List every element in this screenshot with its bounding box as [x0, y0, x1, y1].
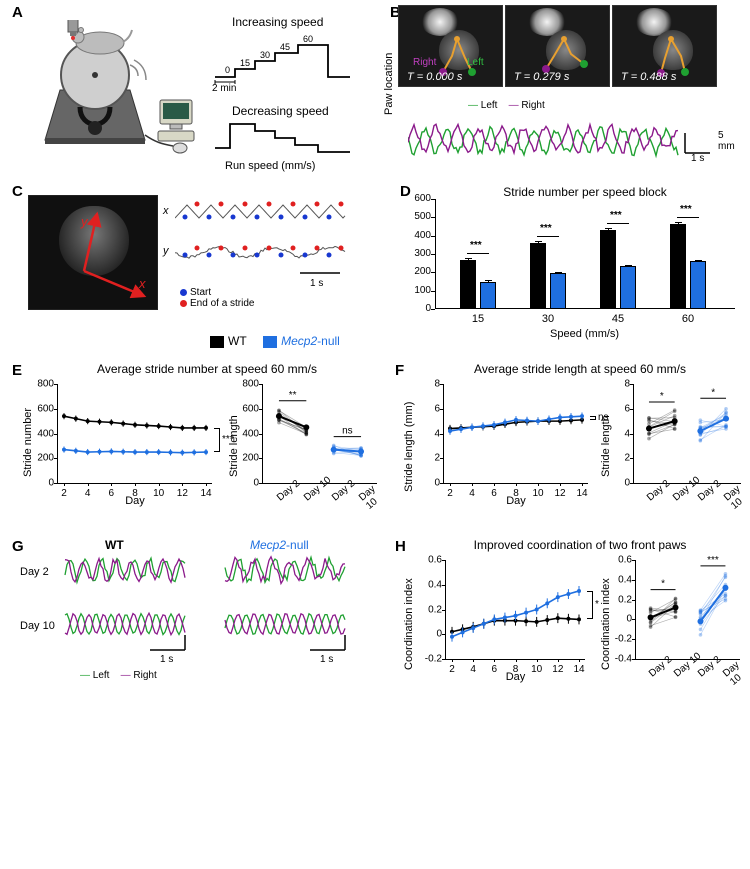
- f-paired-plot: 02468Day 2Day 10Day 2Day 10**: [633, 384, 741, 484]
- panel-h: Improved coordination of two front paws …: [395, 538, 745, 688]
- g-left-legend: Left: [93, 670, 110, 681]
- panel-h-title: Improved coordination of two front paws: [415, 538, 745, 552]
- svg-text:*: *: [711, 387, 715, 398]
- coordinate-frame-image: x y: [28, 195, 158, 310]
- panel-g: WT Mecp2-null Day 2 Day 10 1 s 1 s — Lef…: [10, 538, 390, 708]
- paw-location-trace: — Left — Right 5 mm 1 s: [408, 100, 718, 169]
- mecp2-label: Mecp2: [281, 334, 317, 348]
- svg-text:60: 60: [303, 34, 313, 44]
- panel-d: Stride number per speed block 0100200300…: [405, 185, 735, 330]
- svg-text:x: x: [138, 276, 146, 291]
- stride-legend: Start End of a stride: [180, 287, 254, 309]
- svg-text:***: ***: [707, 555, 719, 566]
- panel-e: Average stride number at speed 60 mm/s S…: [12, 362, 382, 512]
- increasing-speed-steps: 0 15 30 45 60: [210, 29, 360, 84]
- y-axis-marker: y: [163, 245, 169, 257]
- svg-text:30: 30: [260, 50, 270, 60]
- e-line-chart: 02004006008002468101214Day***: [57, 384, 212, 484]
- panel-e-title: Average stride number at speed 60 mm/s: [32, 362, 382, 376]
- video-frame: T = 0.488 s: [612, 5, 717, 87]
- left-paw-label: Left: [467, 57, 484, 68]
- genotype-legend: WT Mecp2-null: [210, 334, 340, 348]
- left-legend: Left: [481, 100, 498, 111]
- svg-text:45: 45: [280, 42, 290, 52]
- svg-text:*: *: [661, 579, 665, 590]
- video-frame: T = 0.279 s: [505, 5, 610, 87]
- e-paired-plot: 0200400600800Day 2Day 10Day 2Day 10**ns: [262, 384, 377, 484]
- frame-time: T = 0.279 s: [514, 71, 569, 83]
- step-duration-label: 2 min: [212, 83, 360, 94]
- scale-c: 1 s: [310, 278, 323, 289]
- h-ylabel: Coordination index: [403, 578, 415, 670]
- svg-text:**: **: [289, 390, 297, 401]
- g-right-legend: Right: [133, 670, 156, 681]
- panel-d-xlabel: Speed (mm/s): [550, 328, 619, 340]
- right-legend: Right: [521, 100, 544, 111]
- x-axis-marker: x: [163, 205, 169, 217]
- panel-c: x y x y 1 s Start End of a stride: [10, 185, 370, 325]
- increasing-speed-title: Increasing speed: [232, 15, 360, 29]
- wt-label: WT: [228, 334, 246, 348]
- g-scale-wt: 1 s: [160, 654, 173, 665]
- decreasing-speed-steps: [210, 118, 360, 163]
- scale-x: 1 s: [691, 153, 704, 164]
- svg-text:*: *: [660, 391, 664, 402]
- panel-a: Increasing speed 0 15 30 45 60 2 min Dec…: [10, 5, 370, 165]
- right-paw-label: Right: [413, 57, 436, 68]
- f-paired-ylabel: Stride length: [600, 415, 612, 477]
- decreasing-speed-title: Decreasing speed: [232, 104, 360, 118]
- h-paired-plot: -0.4-0.200.20.40.6Day 2Day 10Day 2Day 10…: [635, 560, 740, 660]
- svg-text:0: 0: [225, 65, 230, 75]
- stride-bar-chart: 0100200300400500600***15***30***45***60: [435, 199, 735, 309]
- svg-text:15: 15: [240, 58, 250, 68]
- frame-time: T = 0.000 s: [407, 71, 462, 83]
- e-ylabel: Stride number: [22, 408, 34, 477]
- e-paired-ylabel: Stride length: [228, 415, 240, 477]
- scale-y: 5 mm: [718, 130, 735, 152]
- paw-location-ylabel: Paw location: [383, 53, 395, 115]
- video-frame: Right Left T = 0.000 s: [398, 5, 503, 87]
- panel-b: Right Left T = 0.000 s T = 0.279 s: [388, 5, 738, 175]
- h-line-chart: -0.200.20.40.62468101214Day*: [445, 560, 585, 660]
- f-line-chart: 024682468101214Dayns: [443, 384, 588, 484]
- g-scale-null: 1 s: [320, 654, 333, 665]
- panel-d-title: Stride number per speed block: [435, 185, 735, 199]
- panel-f-title: Average stride length at speed 60 mm/s: [415, 362, 745, 376]
- experimental-setup-diagram: [30, 20, 200, 163]
- panel-f: Average stride length at speed 60 mm/s S…: [395, 362, 745, 512]
- frame-time: T = 0.488 s: [621, 71, 676, 83]
- svg-text:y: y: [80, 214, 89, 229]
- svg-text:ns: ns: [342, 426, 353, 437]
